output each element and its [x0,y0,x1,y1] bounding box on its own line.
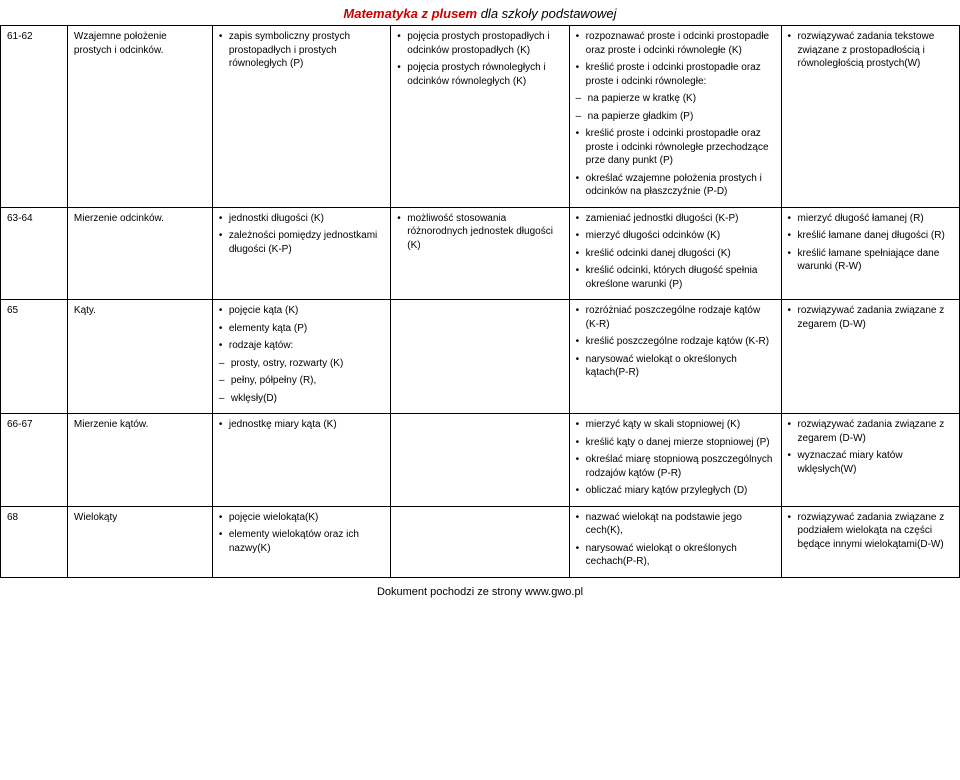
list-item: •kreślić poszczególne rodzaje kątów (K-R… [576,335,775,349]
cell-col2: •jednostkę miary kąta (K) [212,414,390,507]
list-item: •zależności pomiędzy jednostkami długośc… [219,229,384,256]
cell-col3 [391,414,569,507]
list-item: •kreślić łamane danej długości (R) [788,229,953,243]
list-item: •określać wzajemne położenia prostych i … [576,172,775,199]
list-item: •kreślić łamane spełniające dane warunki… [788,247,953,274]
cell-col4: •mierzyć kąty w skali stopniowej (K) •kre… [569,414,781,507]
cell-col4: •nazwać wielokąt na podstawie jego cech(… [569,506,781,577]
list-item: •rozróżniać poszczególne rodzaje kątów (… [576,304,775,331]
cell-col3 [391,300,569,414]
list-item: •kreślić proste i odcinki prostopadłe or… [576,127,775,168]
lesson-number: 68 [1,506,68,577]
list-item: •pojęcia prostych równoległych i odcinkó… [397,61,562,88]
list-item: •rozwiązywać zadania tekstowe związane z… [788,30,953,71]
list-item: –pełny, półpełny (R), [219,374,384,388]
list-item: •pojęcia prostych prostopadłych i odcink… [397,30,562,57]
cell-col5: •rozwiązywać zadania związane z zegarem … [781,414,959,507]
lesson-topic: Mierzenie odcinków. [67,207,212,300]
cell-col3: •pojęcia prostych prostopadłych i odcink… [391,26,569,208]
list-item: •kreślić odcinki, których długość spełni… [576,264,775,291]
list-item: •pojęcie wielokąta(K) [219,511,384,525]
table-row: 66-67Mierzenie kątów. •jednostkę miary ką… [1,414,960,507]
page-footer: Dokument pochodzi ze strony www.gwo.pl [0,578,960,606]
list-item: •kreślić odcinki danej długości (K) [576,247,775,261]
list-item: •jednostki długości (K) [219,212,384,226]
list-item: •wyznaczać miary katów wklęsłych(W) [788,449,953,476]
cell-col5: •rozwiązywać zadania związane z zegarem … [781,300,959,414]
list-item: •możliwość stosowania różnorodnych jedno… [397,212,562,253]
list-item: •rozwiązywać zadania związane z zegarem … [788,304,953,331]
list-item: •kreślić kąty o danej mierze stopniowej … [576,436,775,450]
list-item: –wklęsły(D) [219,392,384,406]
cell-col2: •jednostki długości (K) •zależności pomię… [212,207,390,300]
list-item: •rozwiązywać zadania związane z podziałe… [788,511,953,552]
cell-col2: •pojęcie kąta (K) •elementy kąta (P) •rodz… [212,300,390,414]
list-item: •mierzyć długość łamanej (R) [788,212,953,226]
list-item: –na papierze w kratkę (K) [576,92,775,106]
list-item: –na papierze gładkim (P) [576,110,775,124]
page-header: Matematyka z plusem dla szkoły podstawow… [0,0,960,25]
cell-col5: •rozwiązywać zadania związane z podziałe… [781,506,959,577]
cell-col5: •rozwiązywać zadania tekstowe związane z… [781,26,959,208]
lesson-topic: Kąty. [67,300,212,414]
list-item: •elementy wielokątów oraz ich nazwy(K) [219,528,384,555]
lesson-number: 63-64 [1,207,68,300]
table-row: 63-64Mierzenie odcinków.•jednostki długo… [1,207,960,300]
list-item: •elementy kąta (P) [219,322,384,336]
list-item: •mierzyć długości odcinków (K) [576,229,775,243]
cell-col3: •możliwość stosowania różnorodnych jedno… [391,207,569,300]
table-row: 68Wielokąty •pojęcie wielokąta(K) •element… [1,506,960,577]
list-item: •kreślić proste i odcinki prostopadłe or… [576,61,775,88]
list-item: •nazwać wielokąt na podstawie jego cech(… [576,511,775,538]
list-item: •rozwiązywać zadania związane z zegarem … [788,418,953,445]
cell-col2: •zapis symboliczny prostych prostopadłyc… [212,26,390,208]
table-row: 61-62Wzajemne położenie prostych i odcin… [1,26,960,208]
lesson-number: 65 [1,300,68,414]
list-item: •pojęcie kąta (K) [219,304,384,318]
lesson-topic: Mierzenie kątów. [67,414,212,507]
list-item: •narysować wielokąt o określonych kątach… [576,353,775,380]
header-rest: dla szkoły podstawowej [477,6,616,21]
lesson-topic: Wzajemne położenie prostych i odcinków. [67,26,212,208]
list-item: •obliczać miary kątów przyległych (D) [576,484,775,498]
list-item: –prosty, ostry, rozwarty (K) [219,357,384,371]
list-item: •jednostkę miary kąta (K) [219,418,384,432]
list-item: •rozpoznawać proste i odcinki prostopadł… [576,30,775,57]
lesson-number: 66-67 [1,414,68,507]
list-item: •określać miarę stopniową poszczególnych… [576,453,775,480]
list-item: •narysować wielokąt o określonych cechac… [576,542,775,569]
cell-col4: •rozpoznawać proste i odcinki prostopadł… [569,26,781,208]
list-item: •rodzaje kątów: [219,339,384,353]
lesson-topic: Wielokąty [67,506,212,577]
list-item: •mierzyć kąty w skali stopniowej (K) [576,418,775,432]
table-row: 65Kąty. •pojęcie kąta (K) •elementy kąta (… [1,300,960,414]
header-red: Matematyka z plusem [343,6,477,21]
cell-col4: •rozróżniać poszczególne rodzaje kątów (… [569,300,781,414]
cell-col5: •mierzyć długość łamanej (R) •kreślić łam… [781,207,959,300]
lesson-number: 61-62 [1,26,68,208]
cell-col2: •pojęcie wielokąta(K) •elementy wielokątó… [212,506,390,577]
cell-col3 [391,506,569,577]
list-item: •zapis symboliczny prostych prostopadłyc… [219,30,384,71]
cell-col4: •zamieniać jednostki długości (K-P) •mier… [569,207,781,300]
list-item: •zamieniać jednostki długości (K-P) [576,212,775,226]
curriculum-table: 61-62Wzajemne położenie prostych i odcin… [0,25,960,578]
